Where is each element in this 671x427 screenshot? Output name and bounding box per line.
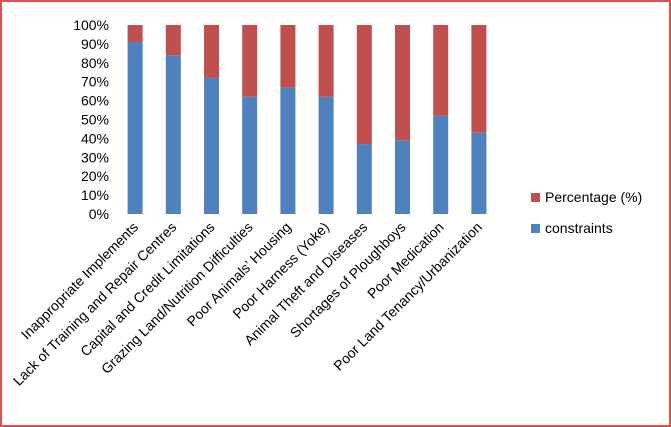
bar-segment-constraints [318, 96, 334, 214]
y-tick-label: 30% [81, 149, 109, 165]
y-tick-label: 20% [81, 168, 109, 184]
bar-segment-constraints [165, 55, 181, 214]
y-tick-label: 100% [73, 17, 109, 33]
x-category-label: Lack of Training and Repair Centres [10, 219, 180, 389]
bar-segment-constraints [127, 42, 143, 215]
bar-segment-percentage [127, 25, 143, 43]
legend-label: constraints [545, 220, 613, 236]
bar-segment-percentage [280, 25, 296, 88]
legend-swatch [531, 224, 540, 233]
bar-segment-constraints [204, 77, 219, 214]
y-tick-label: 10% [81, 187, 109, 203]
bar-segment-percentage [242, 25, 258, 97]
y-tick-label: 90% [81, 36, 109, 52]
bar-segment-constraints [433, 115, 449, 214]
bar-segment-constraints [395, 140, 410, 214]
bar-segment-constraints [242, 96, 258, 214]
y-axis: 0% 10% 20% 30% 40% 50% 60% 70% 80% 90% 100% [73, 17, 109, 222]
bar-segment-percentage [165, 25, 181, 56]
bar-segment-percentage [356, 25, 372, 145]
y-tick-label: 70% [81, 74, 109, 90]
bar-segment-percentage [471, 25, 487, 133]
bar-segment-percentage [318, 25, 334, 97]
y-tick-label: 60% [81, 93, 109, 109]
y-tick-label: 40% [81, 130, 109, 146]
bar-segment-percentage [204, 25, 219, 78]
bars [127, 25, 487, 215]
bar-segment-constraints [356, 144, 372, 214]
legend-label: Percentage (%) [545, 189, 642, 205]
legend-swatch [531, 193, 540, 202]
bar-segment-constraints [471, 132, 487, 214]
bar-segment-constraints [280, 87, 296, 214]
legend: Percentage (%) constraints [531, 189, 642, 236]
y-tick-label: 50% [81, 112, 109, 128]
bar-segment-percentage [433, 25, 449, 116]
bar-segment-percentage [395, 25, 410, 141]
y-tick-label: 80% [81, 55, 109, 71]
y-tick-label: 0% [89, 206, 109, 222]
